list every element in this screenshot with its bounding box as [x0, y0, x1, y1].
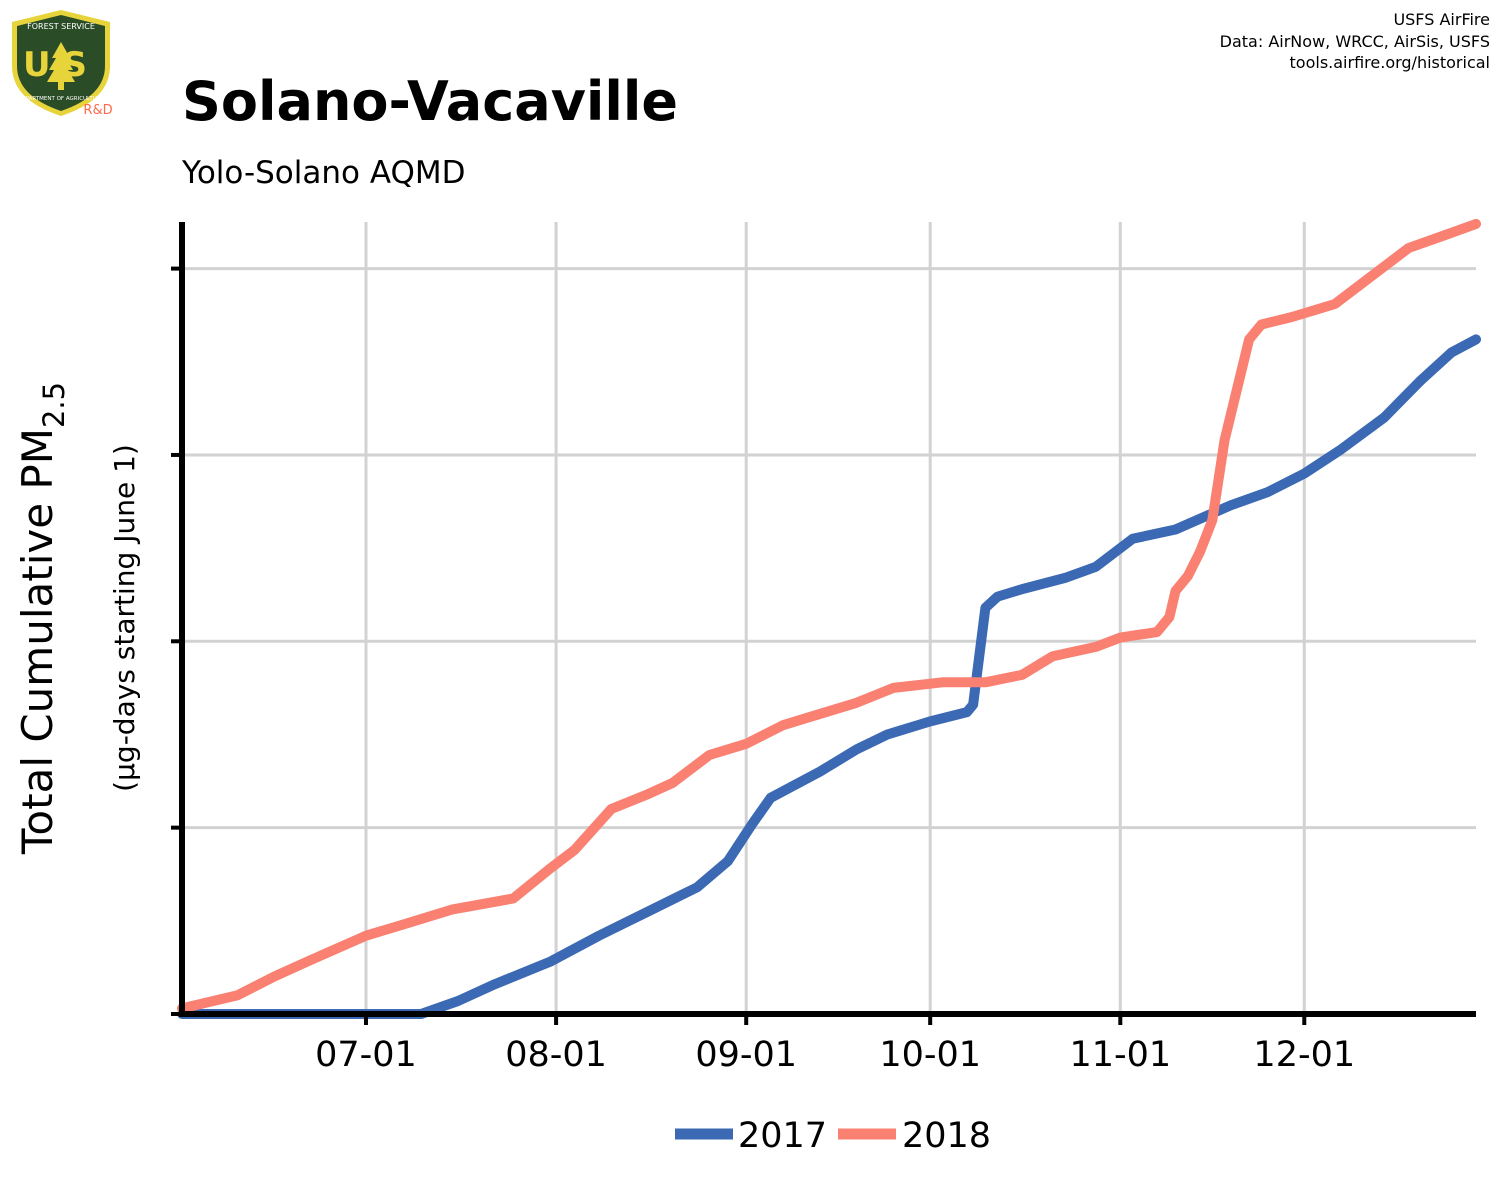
series-line-2017: [177, 334, 1481, 1019]
series-lines: [177, 218, 1481, 1019]
y-axis-label-subscript: 2.5: [37, 382, 71, 428]
credit-line-1: USFS AirFire: [1393, 10, 1490, 29]
x-tick-label: 11-01: [1069, 1035, 1171, 1075]
x-tick-label: 10-01: [879, 1035, 981, 1075]
x-tick-label: 08-01: [505, 1035, 607, 1075]
legend: 2017 2018: [675, 1116, 991, 1156]
x-tick-label: 09-01: [695, 1035, 797, 1075]
credit-line-3: tools.airfire.org/historical: [1289, 53, 1490, 72]
legend-label-2018: 2018: [902, 1116, 991, 1156]
y-axis-label-main: Total Cumulative PM: [13, 428, 62, 855]
series-line-2018: [177, 218, 1481, 1014]
logo-bottom-text: DEPARTMENT OF AGRICULTURE: [18, 96, 105, 102]
y-axis-label: Total Cumulative PM2.5: [13, 382, 71, 855]
tree-icon: [47, 42, 75, 90]
grid-lines: [182, 222, 1476, 1016]
x-tick-labels: 07-01 08-01 09-01 10-01 11-01 12-01: [315, 1035, 1355, 1075]
usfs-logo: FOREST SERVICE US DEPARTMENT OF AGRICULT…: [12, 10, 113, 118]
credit-line-2: Data: AirNow, WRCC, AirSis, USFS: [1219, 32, 1490, 51]
chart-subtitle: Yolo-Solano AQMD: [182, 155, 466, 191]
legend-label-2017: 2017: [738, 1116, 827, 1156]
x-tick-label: 07-01: [315, 1035, 417, 1075]
chart-title: Solano-Vacaville: [182, 70, 679, 133]
y-axis-labels: Total Cumulative PM2.5 (µg-days starting…: [13, 382, 141, 855]
logo-badge: R&D: [83, 103, 112, 118]
axes: [171, 222, 1476, 1025]
logo-top-text: FOREST SERVICE: [27, 22, 95, 31]
x-tick-label: 12-01: [1253, 1035, 1355, 1075]
y-axis-label-secondary: (µg-days starting June 1): [108, 444, 141, 792]
